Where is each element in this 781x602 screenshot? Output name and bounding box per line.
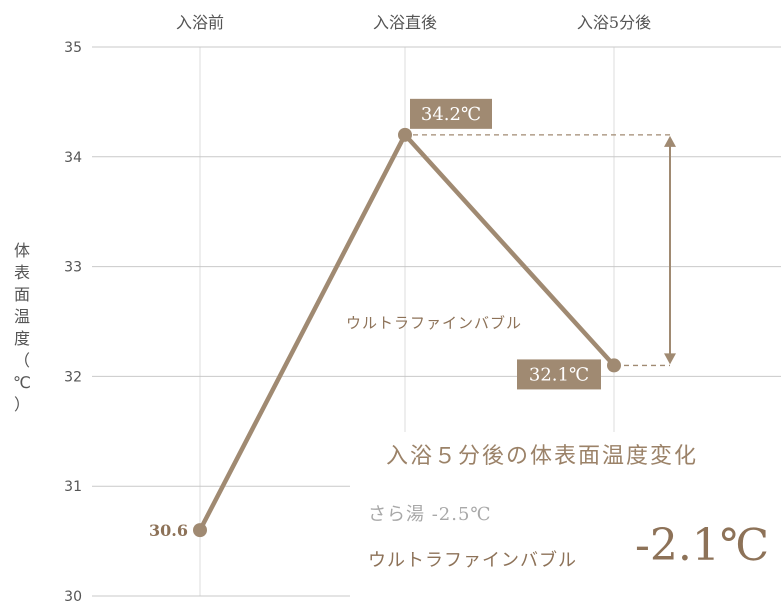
summary-title: 入浴５分後の体表面温度変化	[386, 444, 699, 469]
data-label-box	[517, 359, 601, 390]
data-point	[193, 523, 207, 538]
y-axis-label-char: 度	[13, 329, 30, 348]
y-tick-label: 32	[64, 369, 82, 385]
data-label: 34.2℃	[421, 104, 481, 125]
summary-panel: 入浴５分後の体表面温度変化 さら湯 -2.5℃ ウルトラファインバブル -2.1…	[350, 432, 781, 602]
data-point	[398, 127, 412, 142]
sara-yu-change: さら湯 -2.5℃	[368, 504, 492, 525]
data-label-box	[410, 98, 492, 129]
y-axis-label-char: 体	[13, 241, 30, 260]
y-tick-label: 30	[64, 589, 82, 602]
diff-arrow-head-up	[664, 135, 676, 147]
x-tick-label: 入浴前	[176, 13, 224, 32]
ufb-label: ウルトラファインバブル	[368, 550, 577, 571]
diff-arrow-head-down	[664, 353, 676, 365]
y-axis-label: 体 表 面 温 度 （ ℃ ）	[10, 240, 34, 416]
y-axis-label-char: 表	[13, 263, 30, 282]
y-tick-label: 31	[64, 479, 82, 495]
ufb-change-value: -2.1℃	[635, 520, 770, 571]
y-axis-label-char: ）	[13, 395, 30, 414]
y-tick-label: 35	[64, 40, 82, 56]
data-point	[607, 358, 621, 373]
y-axis-label-char: 面	[13, 285, 30, 304]
x-tick-label: 入浴5分後	[577, 13, 651, 32]
x-tick-label: 入浴直後	[373, 13, 437, 32]
y-tick-label: 33	[64, 260, 82, 276]
data-label: 30.6	[149, 521, 188, 540]
y-tick-label: 34	[64, 150, 82, 166]
y-axis-label-char: ℃	[13, 373, 31, 392]
y-axis-label-char: （	[13, 351, 30, 370]
data-label: 32.1℃	[529, 364, 589, 385]
y-axis-label-char: 温	[13, 307, 30, 326]
series-label: ウルトラファインバブル	[346, 314, 522, 332]
